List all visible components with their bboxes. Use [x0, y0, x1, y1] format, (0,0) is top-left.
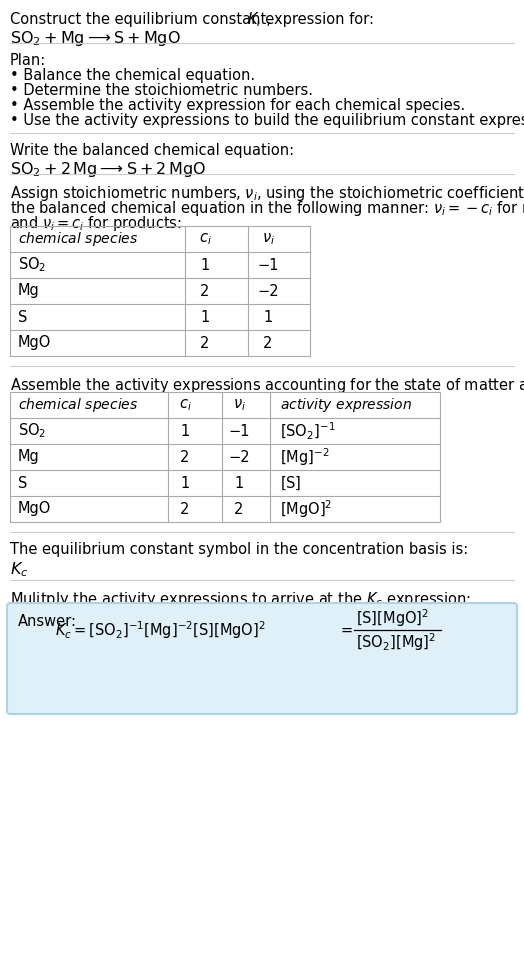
- Text: and $\nu_i = c_i$ for products:: and $\nu_i = c_i$ for products:: [10, 214, 182, 233]
- Text: Write the balanced chemical equation:: Write the balanced chemical equation:: [10, 143, 294, 158]
- Text: $[\mathrm{SO_2}][\mathrm{Mg}]^{2}$: $[\mathrm{SO_2}][\mathrm{Mg}]^{2}$: [356, 631, 436, 653]
- Text: $[\mathrm{S}]$: $[\mathrm{S}]$: [280, 475, 301, 492]
- Bar: [10, 392, 440, 522]
- Text: Mulitply the activity expressions to arrive at the $K_c$ expression:: Mulitply the activity expressions to arr…: [10, 590, 471, 609]
- Text: $[\mathrm{MgO}]^{2}$: $[\mathrm{MgO}]^{2}$: [280, 499, 332, 520]
- Text: The equilibrium constant symbol in the concentration basis is:: The equilibrium constant symbol in the c…: [10, 542, 468, 557]
- Text: 2: 2: [180, 501, 190, 517]
- Text: • Use the activity expressions to build the equilibrium constant expression.: • Use the activity expressions to build …: [10, 113, 524, 128]
- Text: $[\mathrm{SO_2}]^{-1}$: $[\mathrm{SO_2}]^{-1}$: [280, 420, 335, 441]
- Text: Mg: Mg: [18, 284, 40, 299]
- Text: =: =: [340, 623, 352, 638]
- Text: $K_c = [\mathrm{SO_2}]^{-1}[\mathrm{Mg}]^{-2}[\mathrm{S}][\mathrm{MgO}]^{2}$: $K_c = [\mathrm{SO_2}]^{-1}[\mathrm{Mg}]…: [55, 619, 266, 641]
- Text: S: S: [18, 476, 27, 491]
- Text: $\mathrm{SO_2 + Mg \longrightarrow S + MgO}$: $\mathrm{SO_2 + Mg \longrightarrow S + M…: [10, 29, 181, 48]
- Text: • Determine the stoichiometric numbers.: • Determine the stoichiometric numbers.: [10, 83, 313, 98]
- Text: $K_c$: $K_c$: [10, 560, 28, 579]
- Text: Mg: Mg: [18, 450, 40, 464]
- Text: MgO: MgO: [18, 501, 51, 517]
- Text: 2: 2: [234, 501, 244, 517]
- Text: $\mathrm{SO_2}$: $\mathrm{SO_2}$: [18, 422, 46, 440]
- Text: Assemble the activity expressions accounting for the state of matter and $\nu_i$: Assemble the activity expressions accoun…: [10, 376, 524, 395]
- Text: $c_i$: $c_i$: [179, 397, 191, 413]
- Text: $c_i$: $c_i$: [199, 231, 211, 246]
- Text: 2: 2: [200, 335, 210, 350]
- Text: $\mathrm{SO_2 + 2\,Mg \longrightarrow S + 2\,MgO}$: $\mathrm{SO_2 + 2\,Mg \longrightarrow S …: [10, 160, 206, 179]
- Bar: [10, 226, 310, 356]
- Text: 1: 1: [200, 309, 210, 325]
- Text: , expression for:: , expression for:: [256, 12, 374, 27]
- Text: −1: −1: [228, 423, 250, 438]
- Text: Construct the equilibrium constant,: Construct the equilibrium constant,: [10, 12, 276, 27]
- Text: $[\mathrm{Mg}]^{-2}$: $[\mathrm{Mg}]^{-2}$: [280, 446, 330, 468]
- Text: • Assemble the activity expression for each chemical species.: • Assemble the activity expression for e…: [10, 98, 465, 113]
- Text: Answer:: Answer:: [18, 614, 77, 629]
- Text: $\mathrm{SO_2}$: $\mathrm{SO_2}$: [18, 256, 46, 274]
- Text: $\it{chemical\ species}$: $\it{chemical\ species}$: [18, 396, 138, 414]
- Text: $[\mathrm{S}][\mathrm{MgO}]^{2}$: $[\mathrm{S}][\mathrm{MgO}]^{2}$: [356, 607, 429, 628]
- Text: 1: 1: [234, 476, 244, 491]
- Text: 2: 2: [200, 284, 210, 299]
- Text: 1: 1: [180, 423, 190, 438]
- Text: Assign stoichiometric numbers, $\nu_i$, using the stoichiometric coefficients, $: Assign stoichiometric numbers, $\nu_i$, …: [10, 184, 524, 203]
- Text: 2: 2: [180, 450, 190, 464]
- Text: K: K: [248, 12, 258, 27]
- Text: S: S: [18, 309, 27, 325]
- Text: the balanced chemical equation in the following manner: $\nu_i = -c_i$ for react: the balanced chemical equation in the fo…: [10, 199, 524, 218]
- Text: Plan:: Plan:: [10, 53, 46, 68]
- Text: MgO: MgO: [18, 335, 51, 350]
- Text: $\nu_i$: $\nu_i$: [261, 231, 275, 246]
- Text: • Balance the chemical equation.: • Balance the chemical equation.: [10, 68, 255, 83]
- Text: −1: −1: [257, 258, 279, 272]
- Text: −2: −2: [228, 450, 250, 464]
- Text: 1: 1: [200, 258, 210, 272]
- Text: $\it{chemical\ species}$: $\it{chemical\ species}$: [18, 230, 138, 248]
- Text: $\it{activity\ expression}$: $\it{activity\ expression}$: [280, 396, 412, 414]
- FancyBboxPatch shape: [7, 603, 517, 714]
- Text: 1: 1: [264, 309, 272, 325]
- Text: $\nu_i$: $\nu_i$: [233, 397, 245, 413]
- Text: −2: −2: [257, 284, 279, 299]
- Text: 1: 1: [180, 476, 190, 491]
- Text: 2: 2: [264, 335, 272, 350]
